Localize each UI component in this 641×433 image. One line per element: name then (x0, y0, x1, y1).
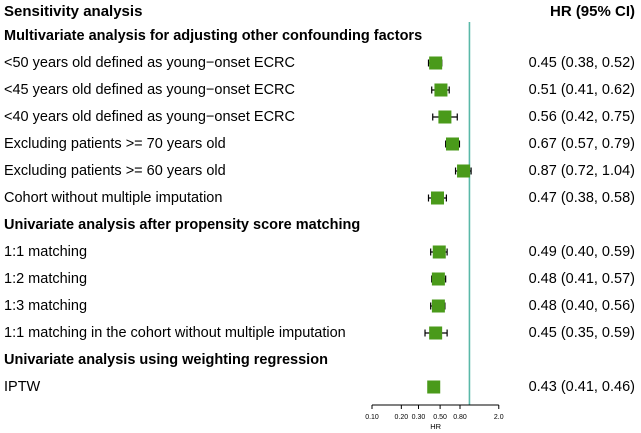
hr-point (430, 191, 444, 205)
row-label: <40 years old defined as young−onset ECR… (4, 109, 295, 125)
hr-point (431, 272, 445, 286)
hr-point (429, 326, 443, 340)
row-label: IPTW (4, 379, 41, 395)
row-hr-value: 0.48 (0.40, 0.56) (528, 298, 635, 314)
row-hr-value: 0.48 (0.41, 0.57) (528, 271, 635, 287)
row-label: 1:3 matching (4, 298, 88, 314)
row-label: <50 years old defined as young−onset ECR… (4, 55, 295, 71)
hr-point (438, 110, 452, 124)
hr-point (429, 56, 443, 70)
hr-point (431, 299, 445, 313)
x-tick-label: 0.30 (412, 414, 426, 421)
column-header-hr: HR (95% CI) (549, 3, 635, 20)
hr-point (445, 137, 459, 151)
section-title-multivariate: Multivariate analysis for adjusting othe… (4, 28, 423, 44)
hr-point (457, 164, 471, 178)
row-label: 1:1 matching in the cohort without multi… (4, 325, 346, 341)
x-tick-label: 0.50 (433, 414, 447, 421)
section-title-propensity: Univariate analysis after propensity sco… (4, 217, 361, 233)
row-label: Excluding patients >= 70 years old (4, 136, 226, 152)
row-hr-value: 0.45 (0.35, 0.59) (528, 325, 635, 341)
x-tick-label: 2.0 (494, 414, 504, 421)
hr-point (427, 380, 441, 394)
row-label: Excluding patients >= 60 years old (4, 163, 226, 179)
row-label: <45 years old defined as young−onset ECR… (4, 82, 295, 98)
x-tick-label: 0.80 (453, 414, 467, 421)
row-hr-value: 0.67 (0.57, 0.79) (528, 136, 635, 152)
hr-point (434, 83, 448, 97)
x-axis-label: HR (430, 422, 441, 431)
row-hr-value: 0.49 (0.40, 0.59) (528, 244, 635, 260)
row-hr-value: 0.47 (0.38, 0.58) (528, 190, 635, 206)
row-hr-value: 0.56 (0.42, 0.75) (528, 109, 635, 125)
x-tick-label: 0.10 (365, 414, 379, 421)
row-label: 1:2 matching (4, 271, 88, 287)
row-hr-value: 0.45 (0.38, 0.52) (528, 55, 635, 71)
row-label: Cohort without multiple imputation (4, 190, 223, 206)
row-label: 1:1 matching (4, 244, 88, 260)
row-hr-value: 0.51 (0.41, 0.62) (528, 82, 635, 98)
row-hr-value: 0.87 (0.72, 1.04) (528, 163, 635, 179)
row-hr-value: 0.43 (0.41, 0.46) (528, 379, 635, 395)
hr-point (432, 245, 446, 259)
column-header-analysis: Sensitivity analysis (4, 3, 143, 20)
x-tick-label: 0.20 (395, 414, 409, 421)
section-title-weighting: Univariate analysis using weighting regr… (4, 352, 328, 368)
